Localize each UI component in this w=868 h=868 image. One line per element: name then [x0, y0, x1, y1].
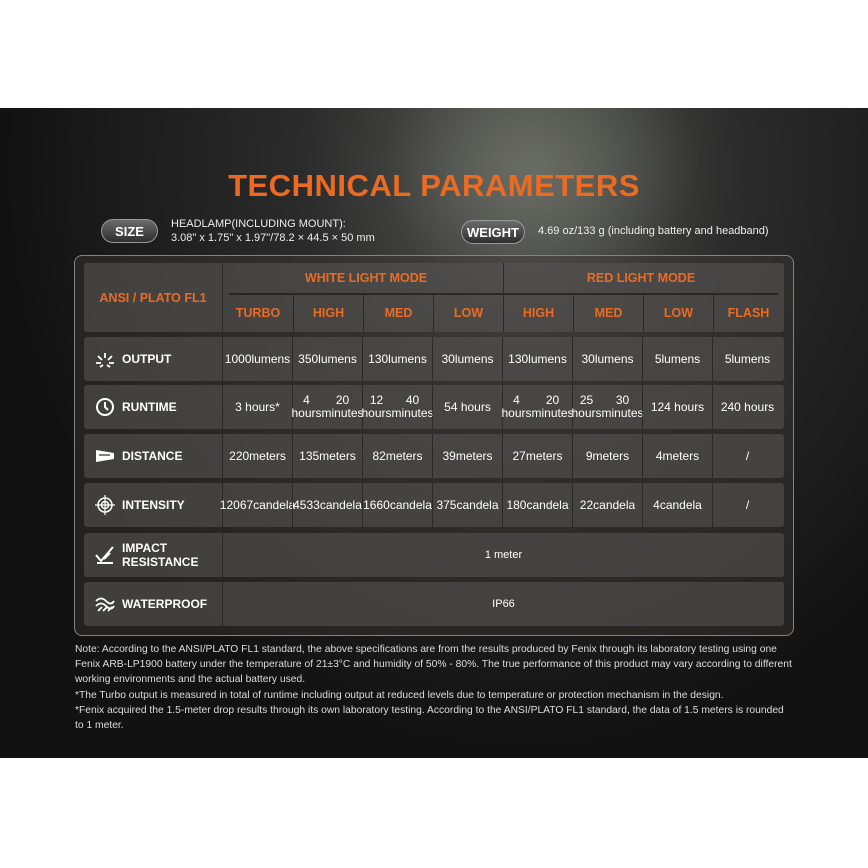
table-cell: 1660 candela: [362, 483, 432, 527]
impact-value: 1 meter: [222, 533, 784, 577]
row-label: DISTANCE: [84, 434, 222, 478]
white-light-mode-header: WHITE LIGHT MODE: [304, 271, 428, 285]
page-title: TECHNICAL PARAMETERS: [228, 168, 640, 203]
waterproof-icon: [95, 597, 115, 612]
red-light-mode-header: RED LIGHT MODE: [503, 263, 778, 293]
table-cell: 25 hours 30 minutes: [571, 385, 644, 429]
size-badge: SIZE: [101, 219, 158, 243]
target-icon: [95, 495, 115, 515]
table-cell: 4 candela: [642, 483, 712, 527]
table-cell: 9 meters: [572, 434, 642, 478]
output-row: OUTPUT 1000 lumens 350 lumens 130 lumens 30 lume…: [84, 337, 784, 381]
table-cell: 350 lumens: [292, 337, 362, 381]
mode-header: LOW: [433, 295, 503, 332]
mode-header: FLASH: [713, 295, 783, 332]
note-turbo: *The Turbo output is measured in total o…: [75, 689, 724, 701]
table-cell: 5 lumens: [712, 337, 782, 381]
table-cell: 3 hours*: [222, 385, 292, 429]
table-cell: /: [712, 483, 782, 527]
table-cell: 12 hours 40 minutes: [361, 385, 434, 429]
row-label: INTENSITY: [84, 483, 222, 527]
table-cell: 82 meters: [362, 434, 432, 478]
impact-icon: [95, 546, 114, 564]
table-cell: 12067 candela: [220, 483, 295, 527]
burst-icon: [96, 353, 114, 368]
mode-header: HIGH: [293, 295, 363, 332]
impact-label: IMPACT RESISTANCE: [84, 533, 222, 577]
waterproof-row: WATERPROOF IP66: [84, 582, 784, 626]
note-impact: *Fenix acquired the 1.5-meter drop resul…: [75, 704, 784, 732]
mode-header: MED: [573, 295, 643, 332]
table-cell: 130 lumens: [362, 337, 432, 381]
size-spec: HEADLAMP(INCLUDING MOUNT): 3.08" x 1.75"…: [171, 217, 375, 245]
weight-badge: WEIGHT: [461, 220, 525, 244]
footnotes: Note: According to the ANSI/PLATO FL1 st…: [75, 642, 795, 733]
impact-row: IMPACT RESISTANCE 1 meter: [84, 533, 784, 577]
mode-header: HIGH: [503, 295, 573, 332]
table-cell: 4 meters: [642, 434, 712, 478]
clock-icon: [96, 398, 114, 416]
table-cell: 180 candela: [502, 483, 572, 527]
waterproof-value: IP66: [222, 582, 784, 626]
beam-icon: [96, 450, 114, 462]
table-cell: 54 hours: [432, 385, 502, 429]
size-line1: HEADLAMP(INCLUDING MOUNT):: [171, 218, 346, 230]
table-cell: 130 lumens: [502, 337, 572, 381]
table-cell: /: [712, 434, 782, 478]
background-panel: [0, 108, 868, 758]
mode-header: MED: [363, 295, 433, 332]
table-cell: 4 hours 20 minutes: [501, 385, 574, 429]
runtime-row: RUNTIME 3 hours* 4 hours 20 minutes 12 hours…: [84, 385, 784, 429]
table-cell: 4533 candela: [292, 483, 362, 527]
intensity-row: INTENSITY 12067 candela 4533 candela 1660 cand…: [84, 483, 784, 527]
size-line2: 3.08" x 1.75" x 1.97"/78.2 × 44.5 × 50 m…: [171, 232, 375, 244]
table-cell: 5 lumens: [642, 337, 712, 381]
table-cell: 30 lumens: [572, 337, 642, 381]
waterproof-label: WATERPROOF: [84, 582, 222, 626]
row-label: RUNTIME: [84, 385, 222, 429]
standard-label: ANSI / PLATO FL1: [99, 290, 207, 305]
weight-spec: 4.69 oz/133 g (including battery and hea…: [538, 225, 769, 237]
mode-header: TURBO: [235, 306, 281, 320]
table-cell: 375 candela: [432, 483, 502, 527]
table-cell: 124 hours: [642, 385, 712, 429]
note-main: Note: According to the ANSI/PLATO FL1 st…: [75, 644, 792, 686]
table-cell: 39 meters: [432, 434, 502, 478]
table-cell: 30 lumens: [432, 337, 502, 381]
mode-header: LOW: [643, 295, 713, 332]
table-cell: 27 meters: [502, 434, 572, 478]
table-cell: 4 hours 20 minutes: [291, 385, 364, 429]
table-cell: 240 hours: [712, 385, 782, 429]
table-cell: 1000 lumens: [222, 337, 292, 381]
table-cell: 22 candela: [572, 483, 642, 527]
distance-row: DISTANCE 220 meters 135 meters 82 meters 39 mete…: [84, 434, 784, 478]
table-cell: 220 meters: [222, 434, 292, 478]
table-header: ANSI / PLATO FL1 WHITE LIGHT MODE RED LI…: [84, 263, 784, 332]
table-cell: 135 meters: [292, 434, 362, 478]
row-label: OUTPUT: [84, 337, 222, 381]
